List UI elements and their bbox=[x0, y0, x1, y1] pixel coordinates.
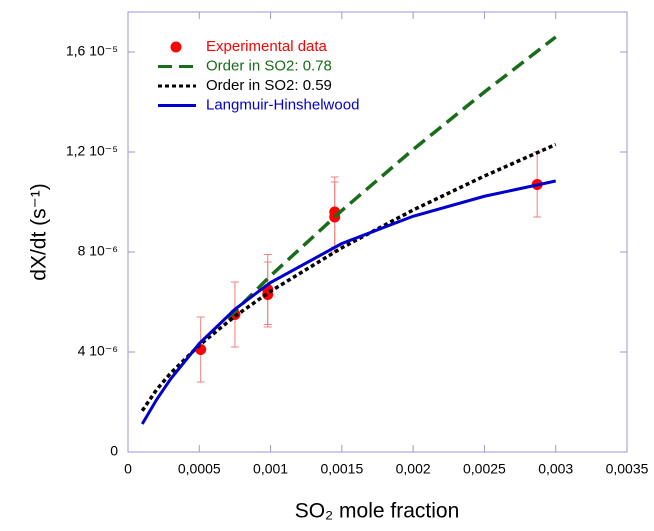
legend-label: Order in SO2: 0.78 bbox=[206, 57, 332, 74]
y-tick-label: 1,6 10⁻⁵ bbox=[66, 43, 118, 59]
y-tick-label: 0 bbox=[110, 443, 118, 459]
x-tick-label: 0,001 bbox=[253, 461, 288, 477]
series-line bbox=[140, 179, 557, 425]
y-tick-label: 4 10⁻⁶ bbox=[78, 343, 118, 359]
x-tick-label: 0,002 bbox=[396, 461, 431, 477]
series-line bbox=[226, 35, 557, 320]
y-tick-label: 1,2 10⁻⁵ bbox=[66, 143, 118, 159]
x-tick-label: 0,003 bbox=[538, 461, 573, 477]
y-axis-label: dX/dt (s⁻¹) bbox=[28, 183, 51, 280]
legend-marker bbox=[170, 41, 182, 53]
x-tick-label: 0,0025 bbox=[463, 461, 506, 477]
legend-label: Order in SO2: 0.59 bbox=[206, 77, 332, 94]
x-tick-label: 0,0005 bbox=[178, 461, 221, 477]
series-line bbox=[140, 142, 557, 412]
y-tick-label: 8 10⁻⁶ bbox=[78, 243, 118, 259]
legend-label: Experimental data bbox=[206, 38, 328, 55]
plot-frame bbox=[127, 11, 628, 453]
x-tick-label: 0 bbox=[124, 461, 132, 477]
x-tick-label: 0,0015 bbox=[320, 461, 363, 477]
x-tick-label: 0,0035 bbox=[606, 461, 649, 477]
legend-label: Langmuir-Hinshelwood bbox=[206, 96, 359, 113]
x-axis-label: SO₂ mole fraction bbox=[295, 500, 460, 523]
